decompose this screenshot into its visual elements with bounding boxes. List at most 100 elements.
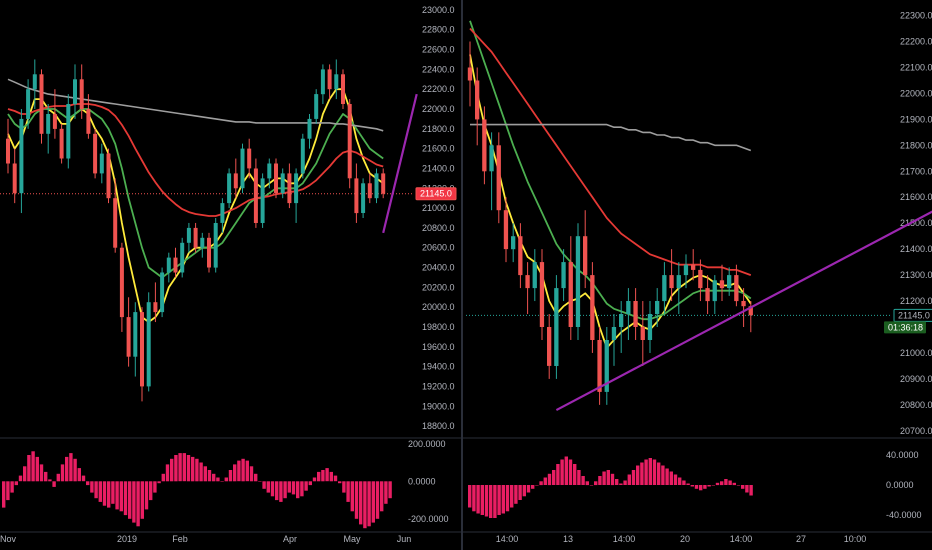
left-candle-body (140, 312, 144, 387)
left-histogram-bar (329, 471, 333, 482)
right-price-tick-label: 21800.0 (900, 140, 932, 150)
left-candle-body (126, 317, 131, 357)
right-histogram-bar (493, 485, 497, 518)
left-histogram-bar (27, 455, 31, 482)
right-time-tick-label: 14:00 (496, 534, 519, 544)
left-candle-body (86, 109, 91, 134)
left-histogram-bar (195, 458, 199, 482)
left-histogram-bar (363, 481, 367, 529)
right-candle-body (489, 145, 494, 172)
right-candle-body (691, 264, 696, 270)
left-histogram-bar (258, 481, 262, 482)
right-price-tick-label: 21000.0 (900, 348, 932, 358)
left-candle-body (320, 69, 325, 95)
left-last-price-tag (415, 187, 457, 201)
left-candle-body (73, 79, 77, 105)
left-time-tick-label: Feb (172, 534, 188, 544)
left-histogram-bar (77, 468, 81, 482)
left-price-tick-label: 19800.0 (422, 322, 455, 332)
right-candle-body (655, 301, 660, 314)
left-histogram-bar (296, 481, 300, 499)
right-candle-body (532, 262, 537, 289)
right-candle-body (676, 275, 681, 289)
left-candle-body (381, 173, 386, 194)
left-histogram-bar (48, 479, 52, 482)
left-histogram-bar (98, 481, 102, 502)
left-moving-average-line-3 (7, 103, 384, 217)
right-histogram-bar (543, 477, 547, 485)
right-histogram-bar (665, 468, 669, 485)
left-candle-body (287, 173, 292, 204)
right-histogram-bar (648, 458, 652, 485)
left-candle-body (113, 198, 118, 248)
right-histogram-bar (602, 471, 606, 485)
left-histogram-bar (333, 475, 338, 482)
right-moving-average-line-2 (469, 20, 752, 321)
left-histogram-bar (300, 481, 304, 497)
left-candle-body (374, 173, 379, 199)
right-histogram-bar (560, 459, 564, 485)
right-histogram-bar (690, 485, 694, 487)
left-histogram-bar (266, 481, 270, 493)
left-histogram-bar (102, 481, 107, 506)
right-histogram-bar (627, 474, 631, 485)
right-histogram-bar (522, 485, 526, 497)
right-histogram-bar (631, 470, 636, 485)
right-histogram-bar (531, 485, 535, 489)
left-price-tick-label: 23000.0 (422, 5, 455, 15)
right-price-tick-label: 20700.0 (900, 426, 932, 436)
right-candle-body (525, 275, 530, 289)
right-histogram-bar (472, 485, 476, 512)
left-price-tick-label: 22200.0 (422, 84, 455, 94)
left-histogram-bar (350, 481, 354, 512)
right-time-tick-label: 13 (563, 534, 573, 544)
left-histogram-bar (338, 481, 342, 484)
right-candle-body (741, 301, 746, 307)
left-histogram-bar (2, 481, 6, 508)
right-histogram-bar (610, 473, 615, 486)
left-histogram-bar (375, 481, 380, 519)
left-time-tick-label: Jun (397, 534, 412, 544)
right-histogram-bar (728, 480, 732, 485)
left-candle-body (153, 302, 158, 313)
right-histogram-bar (657, 462, 661, 485)
left-histogram-bar (136, 481, 140, 527)
right-histogram-bar (652, 459, 657, 485)
left-histogram-bar (321, 470, 325, 482)
left-candle-body (207, 237, 211, 268)
right-price-tick-label: 21300.0 (900, 270, 932, 280)
left-candle-body (227, 173, 232, 204)
left-histogram-bar (342, 481, 346, 493)
left-histogram-bar (237, 460, 241, 482)
right-histogram-bar (736, 485, 741, 486)
right-price-tick-label: 22200.0 (900, 37, 932, 47)
left-histogram-bar (224, 477, 228, 482)
right-candle-body (518, 236, 523, 276)
left-price-tick-label: 19000.0 (422, 401, 455, 411)
right-histogram-bar (623, 480, 627, 485)
right-histogram-bar (518, 485, 522, 500)
left-candle-body (220, 203, 225, 223)
left-histogram-bar (388, 481, 392, 499)
left-candle-body (99, 153, 104, 174)
right-price-tick-label: 20800.0 (900, 400, 932, 410)
left-candle-body (327, 69, 332, 90)
right-time-tick-label: 14:00 (613, 534, 636, 544)
left-candle-body (200, 237, 205, 248)
left-candle-body (106, 153, 111, 199)
left-candle-body (46, 114, 51, 134)
right-price-tick-label: 21600.0 (900, 192, 932, 202)
left-histogram-bar (312, 477, 317, 482)
right-candle-body (561, 262, 566, 289)
left-histogram-bar (262, 481, 266, 489)
right-histogram-bar (585, 481, 589, 486)
left-histogram-tick-label: 200.0000 (408, 439, 446, 449)
left-price-tick-label: 21600.0 (422, 144, 455, 154)
right-histogram-bar (669, 471, 673, 485)
left-candle-body (260, 178, 265, 223)
right-histogram-bar (589, 485, 594, 486)
right-histogram-bar (526, 485, 531, 493)
right-histogram-bar (745, 485, 749, 493)
left-histogram-bar (65, 456, 69, 482)
right-histogram-bar (615, 479, 619, 485)
